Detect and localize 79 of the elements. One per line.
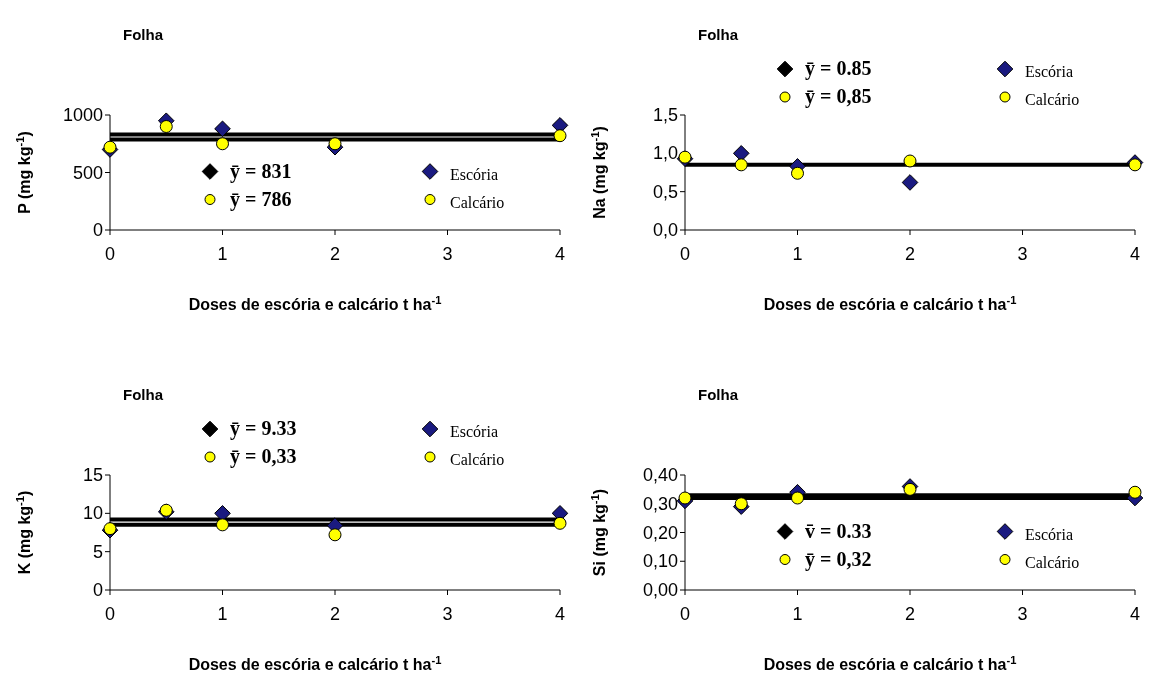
- point: [1128, 158, 1142, 172]
- x-tick-label: 0: [679, 244, 691, 264]
- y-tick-label: 1000: [62, 105, 103, 125]
- x-axis-title: Doses de escória e calcário t ha$^{-1}$: [763, 294, 1017, 313]
- x-tick-label: 4: [554, 604, 566, 624]
- x-tick-label: 2: [329, 244, 341, 264]
- legend-label: Escória: [450, 423, 498, 440]
- chart-title: Folha: [123, 386, 164, 403]
- point: [553, 516, 567, 530]
- y-tick-label: 15: [82, 465, 103, 485]
- point: [734, 497, 748, 511]
- chart-title: Folha: [698, 26, 739, 43]
- annotation: v̄ = 0.33: [805, 519, 872, 542]
- y-tick-label: 0,10: [642, 551, 678, 572]
- annotation: ȳ = 0,32: [805, 547, 872, 571]
- point: [103, 140, 117, 154]
- x-tick-label: 2: [329, 604, 341, 624]
- chart-title: Folha: [123, 26, 164, 43]
- point: [791, 166, 804, 180]
- y-tick-label: 0: [92, 580, 103, 600]
- y-tick-label: 0,20: [642, 522, 678, 543]
- point: [159, 120, 173, 133]
- y-tick-label: 1,5: [652, 105, 678, 125]
- x-tick-label: 2: [904, 244, 916, 264]
- point: [732, 145, 750, 162]
- y-tick-label: 0,30: [642, 493, 678, 514]
- y-tick-label: 0,00: [642, 580, 678, 600]
- point: [1128, 485, 1142, 499]
- x-tick-label: 0: [679, 604, 691, 624]
- x-tick-label: 3: [442, 604, 453, 624]
- x-tick-label: 1: [792, 604, 803, 624]
- legend-label: Escória: [1025, 63, 1073, 80]
- x-tick-label: 4: [554, 244, 566, 264]
- point: [553, 129, 567, 143]
- point: [678, 491, 692, 505]
- x-tick-label: 4: [1129, 604, 1141, 624]
- x-tick-label: 3: [442, 244, 453, 264]
- point: [791, 491, 804, 505]
- y-tick-label: 1,0: [652, 143, 678, 164]
- point: [328, 137, 342, 151]
- legend-label: Calcário: [1025, 553, 1080, 571]
- annotation: ȳ = 786: [230, 187, 292, 211]
- point: [159, 503, 173, 517]
- y-tick-label: 0: [92, 220, 103, 240]
- point: [903, 154, 917, 168]
- y-tick-label: 0,0: [652, 220, 678, 240]
- text: ȳ = 0,85: [805, 85, 872, 108]
- legend-label: Escória: [450, 165, 498, 183]
- legend-label: Calcário: [1025, 91, 1080, 108]
- point: [903, 482, 917, 496]
- y-tick-label: 500: [72, 162, 103, 183]
- text: ȳ = 9.33: [230, 417, 297, 440]
- x-tick-label: 1: [792, 244, 803, 264]
- y-tick-label: 10: [82, 503, 103, 524]
- y-tick-label: 0,40: [642, 465, 678, 485]
- text: ȳ = 0.85: [805, 57, 872, 80]
- point: [214, 120, 231, 138]
- chart-title: Folha: [698, 386, 739, 403]
- annotation: ȳ = 831: [230, 159, 292, 183]
- x-tick-label: 1: [217, 604, 228, 624]
- legend-label: Calcário: [450, 193, 505, 211]
- y-tick-label: 5: [92, 541, 103, 562]
- point: [901, 174, 919, 191]
- point: [734, 158, 748, 172]
- x-axis-title: Doses de escória e calcário t ha$^{-1}$: [188, 294, 442, 313]
- x-tick-label: 3: [1017, 604, 1028, 624]
- y-tick-label: 0,5: [652, 181, 678, 202]
- x-axis-title: Doses de escória e calcário t ha$^{-1}$: [188, 654, 442, 673]
- x-tick-label: 4: [1129, 244, 1141, 264]
- text: ȳ = 0,33: [230, 445, 297, 468]
- point: [216, 137, 229, 151]
- point: [328, 528, 342, 542]
- point: [216, 518, 229, 532]
- legend-label: Calcário: [450, 451, 505, 468]
- x-tick-label: 3: [1017, 244, 1028, 264]
- x-axis-title: Doses de escória e calcário t ha$^{-1}$: [763, 654, 1017, 673]
- x-tick-label: 2: [904, 604, 916, 624]
- legend-label: Escória: [1025, 525, 1073, 543]
- x-tick-label: 1: [217, 244, 228, 264]
